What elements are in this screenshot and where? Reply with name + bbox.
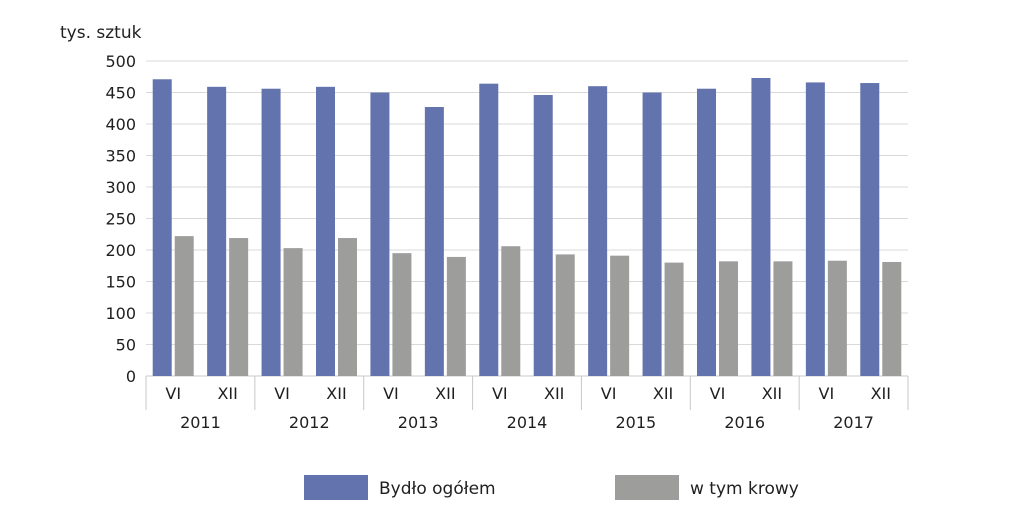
bar-w-tym-krowy	[501, 246, 521, 376]
bars	[152, 78, 902, 377]
bar-w-tym-krowy	[773, 261, 793, 376]
x-tick-label: VI	[601, 384, 617, 403]
bar-bydlo-ogolem	[642, 92, 662, 376]
x-tick-label: XII	[653, 384, 673, 403]
x-tick-label: XII	[217, 384, 237, 403]
bar-w-tym-krowy	[664, 262, 684, 376]
bar-bydlo-ogolem	[479, 83, 499, 377]
bar-w-tym-krowy	[229, 238, 249, 376]
x-tick-label: VI	[710, 384, 726, 403]
bar-bydlo-ogolem	[588, 86, 608, 376]
y-tick-label: 250	[105, 210, 136, 229]
bar-bydlo-ogolem	[316, 86, 335, 376]
y-tick-label: 50	[116, 336, 136, 355]
y-tick-label: 300	[105, 178, 136, 197]
bar-w-tym-krowy	[283, 248, 303, 376]
y-tick-label: 400	[105, 115, 136, 134]
bar-bydlo-ogolem	[697, 88, 716, 376]
bar-bydlo-ogolem	[370, 92, 390, 376]
bar-w-tym-krowy	[174, 236, 194, 376]
x-group-label: 2014	[507, 413, 548, 432]
legend-swatch-bydlo-ogolem	[304, 475, 368, 500]
bar-bydlo-ogolem	[805, 82, 825, 377]
bar-bydlo-ogolem	[751, 78, 771, 376]
bar-w-tym-krowy	[719, 261, 738, 376]
y-axis-unit-label: tys. sztuk	[60, 23, 142, 43]
bar-bydlo-ogolem	[261, 88, 281, 376]
legend: Bydło ogółem w tym krowy	[304, 475, 799, 500]
y-tick-label: 0	[126, 367, 136, 386]
x-group-label: 2013	[398, 413, 439, 432]
y-tick-label: 500	[105, 52, 136, 71]
x-tick-label: XII	[544, 384, 564, 403]
y-axis-ticks: 0 50 100 150 200 250 300 350 400 450 500	[105, 52, 136, 386]
legend-swatch-w-tym-krowy	[615, 475, 679, 500]
legend-label-bydlo-ogolem: Bydło ogółem	[379, 479, 496, 499]
bar-w-tym-krowy	[827, 260, 847, 376]
x-tick-label: XII	[871, 384, 891, 403]
bar-bydlo-ogolem	[860, 83, 880, 377]
x-group-label: 2017	[833, 413, 874, 432]
y-tick-label: 150	[105, 273, 136, 292]
legend-label-w-tym-krowy: w tym krowy	[690, 479, 799, 499]
bar-w-tym-krowy	[555, 254, 575, 376]
bar-w-tym-krowy	[392, 253, 412, 376]
gridlines	[146, 60, 908, 377]
x-group-label: 2011	[180, 413, 221, 432]
y-tick-label: 100	[105, 304, 136, 323]
bar-bydlo-ogolem	[152, 79, 172, 377]
x-tick-label: XII	[762, 384, 782, 403]
x-group-label: 2015	[615, 413, 656, 432]
y-tick-label: 350	[105, 147, 136, 166]
x-tick-label: VI	[274, 384, 290, 403]
x-tick-label: VI	[383, 384, 399, 403]
x-tick-label: VI	[819, 384, 835, 403]
x-tick-label: XII	[435, 384, 455, 403]
bar-w-tym-krowy	[882, 261, 902, 376]
x-tick-label: VI	[165, 384, 181, 403]
bar-bydlo-ogolem	[207, 86, 227, 376]
x-group-label: 2012	[289, 413, 330, 432]
y-tick-label: 200	[105, 241, 136, 260]
bar-w-tym-krowy	[610, 255, 630, 376]
bar-w-tym-krowy	[446, 256, 466, 376]
x-group-label: 2016	[724, 413, 765, 432]
y-tick-label: 450	[105, 84, 136, 103]
x-axis: VI XII VI XII VI XII VI XII VI XII VI XII VI XII 2011 2…	[145, 376, 909, 432]
x-tick-label: XII	[326, 384, 346, 403]
bar-bydlo-ogolem	[533, 95, 553, 377]
bar-w-tym-krowy	[338, 238, 357, 376]
x-tick-label: VI	[492, 384, 508, 403]
bar-bydlo-ogolem	[424, 106, 444, 377]
